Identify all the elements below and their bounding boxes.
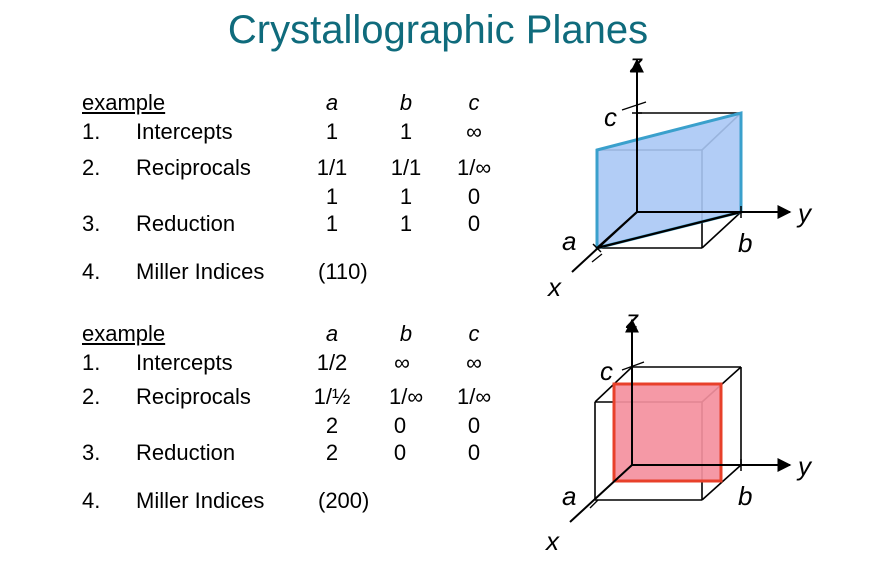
edge-label-b: b xyxy=(738,481,752,511)
step-label: Intercepts xyxy=(136,119,233,144)
value-b: 0 xyxy=(393,413,407,438)
step-number: 3. xyxy=(82,211,101,236)
edge-label-a: a xyxy=(562,226,576,256)
value-c: 0 xyxy=(467,440,481,465)
value-b: 1/1 xyxy=(390,155,422,180)
col-a-header: a xyxy=(325,321,339,346)
step-number: 1. xyxy=(82,350,101,375)
value-b: 1/∞ xyxy=(388,384,424,409)
step-number: 4. xyxy=(82,259,101,284)
col-a-header: a xyxy=(325,90,339,115)
page-title: Crystallographic Planes xyxy=(227,8,649,52)
value-b: 1 xyxy=(399,211,413,236)
axis-label-x: x xyxy=(544,526,560,556)
example-header: example xyxy=(82,321,166,346)
miller-indices-label: Miller Indices xyxy=(136,488,265,513)
step-label: Intercepts xyxy=(136,350,233,375)
value-b: ∞ xyxy=(394,350,410,375)
axis-label-y: y xyxy=(796,198,813,228)
edge-label-c: c xyxy=(600,356,613,386)
col-b-header: b xyxy=(399,321,413,346)
value-a: 1 xyxy=(325,211,339,236)
value-a: 1 xyxy=(325,184,339,209)
value-a: 1/½ xyxy=(313,384,351,409)
col-b-header: b xyxy=(399,90,413,115)
unit-cell-diagram-110: z y x a b c xyxy=(546,48,813,302)
step-number: 2. xyxy=(82,155,101,180)
axis-label-y: y xyxy=(796,451,813,481)
value-c: ∞ xyxy=(466,350,482,375)
value-c: 1/∞ xyxy=(456,384,492,409)
value-b: 1 xyxy=(399,184,413,209)
value-a: 1/1 xyxy=(316,155,348,180)
value-a: 2 xyxy=(325,440,339,465)
axis-label-x: x xyxy=(546,272,562,302)
edge-label-c: c xyxy=(604,102,617,132)
value-c: 0 xyxy=(467,413,481,438)
example-header: example xyxy=(82,90,166,115)
value-a: 2 xyxy=(325,413,339,438)
axis-label-z: z xyxy=(625,304,639,334)
step-label: Reduction xyxy=(136,440,236,465)
value-c: 0 xyxy=(467,211,481,236)
x-axis xyxy=(569,464,633,523)
axis-label-z: z xyxy=(629,48,643,78)
col-c-header: c xyxy=(468,90,480,115)
miller-indices-label: Miller Indices xyxy=(136,259,265,284)
step-number: 1. xyxy=(82,119,101,144)
step-number: 3. xyxy=(82,440,101,465)
value-a: 1 xyxy=(325,119,339,144)
value-b: 1 xyxy=(399,119,413,144)
miller-indices-value: (200) xyxy=(318,488,370,513)
step-number: 4. xyxy=(82,488,101,513)
step-number: 2. xyxy=(82,384,101,409)
step-label: Reciprocals xyxy=(136,384,251,409)
value-c: 0 xyxy=(467,184,481,209)
step-label: Reciprocals xyxy=(136,155,251,180)
step-label: Reduction xyxy=(136,211,236,236)
miller-indices-value: (110) xyxy=(318,259,368,284)
edge-label-a: a xyxy=(562,481,576,511)
edge-label-b: b xyxy=(738,228,752,258)
value-c: 1/∞ xyxy=(456,155,492,180)
col-c-header: c xyxy=(468,321,480,346)
unit-cell-diagram-200: z y x a b c xyxy=(544,304,813,556)
value-a: 1/2 xyxy=(316,350,348,375)
value-c: ∞ xyxy=(466,119,482,144)
value-b: 0 xyxy=(393,440,407,465)
